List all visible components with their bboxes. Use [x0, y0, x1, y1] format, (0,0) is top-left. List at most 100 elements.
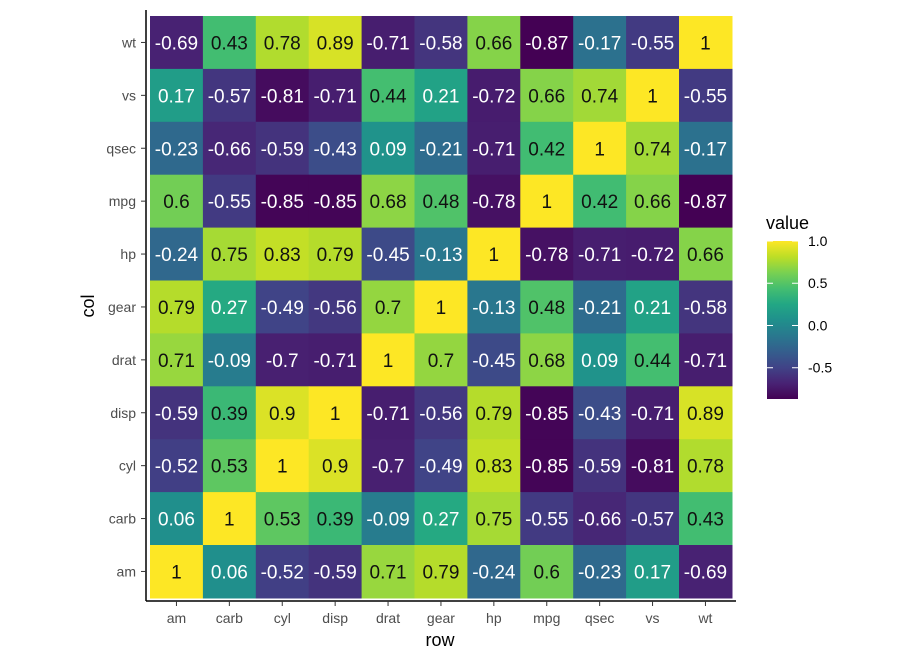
- heatmap-cell: [520, 227, 574, 282]
- heatmap-cell: [150, 16, 204, 70]
- heatmap-cell: [520, 492, 574, 546]
- heatmap-cell: [202, 16, 257, 70]
- heatmap-cell-label: 0.09: [581, 351, 618, 372]
- heatmap-cell-label: -0.21: [419, 139, 462, 160]
- heatmap-cell-label: -0.69: [684, 562, 727, 583]
- heatmap-cell: [414, 439, 468, 493]
- heatmap-cell-label: 1: [541, 192, 552, 213]
- heatmap-cell-label: -0.55: [684, 86, 727, 107]
- heatmap-cell: [308, 227, 363, 282]
- heatmap-cell: [679, 333, 733, 387]
- heatmap-cell: [626, 68, 680, 123]
- heatmap-cell-label: -0.7: [266, 351, 299, 372]
- heatmap-cell: [308, 68, 363, 123]
- heatmap-cell: [467, 174, 521, 229]
- heatmap-cell: [361, 439, 416, 493]
- y-tick-label: hp: [120, 246, 136, 262]
- heatmap-cell: [573, 227, 627, 282]
- heatmap-cell: [626, 227, 680, 282]
- heatmap-cell: [414, 174, 468, 229]
- heatmap-cell-label: 0.66: [634, 192, 671, 213]
- heatmap-cell: [150, 121, 204, 176]
- heatmap-cell: [361, 174, 416, 229]
- heatmap-cell-label: -0.49: [419, 457, 462, 478]
- heatmap-cell: [414, 227, 468, 282]
- heatmap-cell: [520, 545, 574, 599]
- heatmap-cell-label: -0.81: [631, 457, 674, 478]
- heatmap-cell-label: 0.66: [475, 33, 512, 54]
- heatmap-cell: [255, 227, 310, 282]
- heatmap-cell: [308, 16, 363, 70]
- heatmap-cell-label: 0.27: [422, 510, 459, 531]
- legend-ticks: 1.0 0.5 0.0 -0.5: [767, 233, 832, 376]
- heatmap-cell-label: -0.78: [472, 192, 515, 213]
- legend: value 1.0 0.5 0.0 -0.5: [766, 213, 832, 399]
- heatmap-cell: [202, 545, 257, 599]
- heatmap-cell-label: -0.52: [155, 457, 198, 478]
- heatmap-cell-label: 0.27: [211, 298, 248, 319]
- x-tick-label: vs: [646, 610, 660, 626]
- heatmap-cell-label: 0.79: [158, 298, 195, 319]
- heatmap-cell-label: 0.78: [264, 33, 301, 54]
- heatmap-cell: [308, 333, 363, 387]
- heatmap-cell: [573, 492, 627, 546]
- heatmap-cell-label: -0.55: [208, 192, 251, 213]
- heatmap-cell-label: -0.43: [313, 139, 356, 160]
- heatmap-cell: [626, 545, 680, 599]
- heatmap-cell: [467, 16, 521, 70]
- heatmap-cell-label: 0.89: [317, 33, 354, 54]
- heatmap-cell-label: -0.71: [313, 351, 356, 372]
- heatmap-cell: [467, 68, 521, 123]
- heatmap-cell-label: 0.79: [422, 562, 459, 583]
- heatmap-cell-label: -0.55: [631, 33, 674, 54]
- heatmap-cell-label: 0.6: [163, 192, 189, 213]
- heatmap-cell-label: 0.44: [370, 86, 407, 107]
- heatmap-cell-label: -0.87: [525, 33, 568, 54]
- heatmap-cell-label: 0.42: [528, 139, 565, 160]
- heatmap-cell: [202, 492, 257, 546]
- heatmap-cell: [414, 492, 468, 546]
- heatmap-cell: [414, 68, 468, 123]
- heatmap-cell: [573, 545, 627, 599]
- heatmap-cell-label: 0.79: [475, 404, 512, 425]
- legend-tick-label: 0.0: [808, 317, 828, 333]
- heatmap-cell: [414, 121, 468, 176]
- legend-tick-label: 1.0: [808, 233, 828, 249]
- heatmap-cell-label: 0.71: [370, 562, 407, 583]
- heatmap-cell: [679, 68, 733, 123]
- y-tick-label: gear: [108, 299, 136, 315]
- heatmap-cell-label: -0.71: [578, 245, 621, 266]
- heatmap-cell-label: 1: [700, 33, 711, 54]
- heatmap-cell: [150, 227, 204, 282]
- heatmap-cell-label: 0.06: [158, 510, 195, 531]
- heatmap-cell: [414, 16, 468, 70]
- heatmap-cell: [150, 439, 204, 493]
- heatmap-cell: [255, 280, 310, 334]
- heatmap-cell-label: 0.75: [475, 510, 512, 531]
- heatmap-cell-label: 0.21: [422, 86, 459, 107]
- heatmap-cell-label: -0.24: [155, 245, 199, 266]
- heatmap-cell-label: -0.78: [525, 245, 568, 266]
- heatmap-cell-label: -0.45: [366, 245, 409, 266]
- legend-tick-label: 0.5: [808, 275, 828, 291]
- heatmap-cell-label: -0.17: [578, 33, 621, 54]
- heatmap-cell-label: 0.78: [687, 457, 724, 478]
- heatmap-cell-label: -0.66: [578, 510, 621, 531]
- heatmap-cell-label: -0.85: [525, 404, 568, 425]
- y-axis-ticks: wt vs qsec mpg hp gear drat disp cyl carb am: [106, 34, 146, 579]
- heatmap-cell: [255, 492, 310, 546]
- heatmap-cell-label: 0.89: [687, 404, 724, 425]
- heatmap-cell: [308, 174, 363, 229]
- heatmap-cell-label: 0.42: [581, 192, 618, 213]
- heatmap-cell: [679, 121, 733, 176]
- heatmap-cell-label: -0.71: [366, 33, 409, 54]
- x-tick-label: am: [167, 610, 186, 626]
- heatmap-cell-label: -0.85: [525, 457, 568, 478]
- heatmap-cell: [679, 280, 733, 334]
- heatmap-cell-label: 0.17: [158, 86, 195, 107]
- heatmap-cell: [626, 280, 680, 334]
- heatmap-cell-label: 1: [171, 562, 182, 583]
- heatmap-cell: [626, 439, 680, 493]
- heatmap-cell: [361, 386, 416, 440]
- heatmap-cell: [202, 333, 257, 387]
